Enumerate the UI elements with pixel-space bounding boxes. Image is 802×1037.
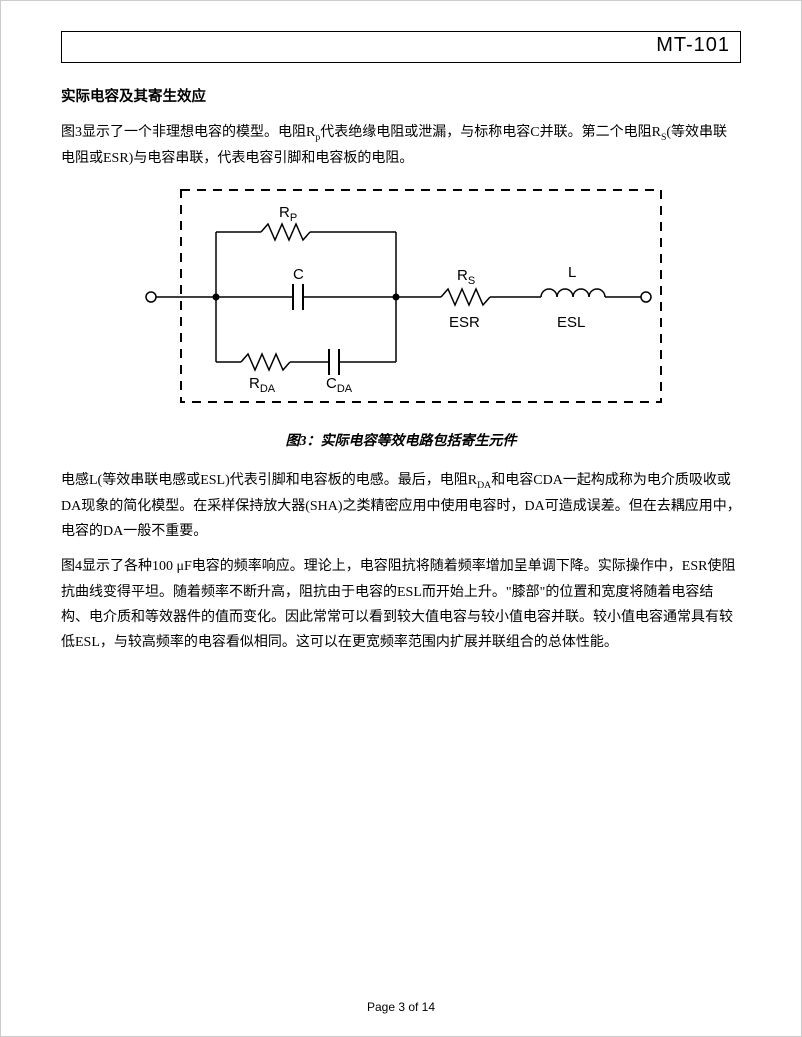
svg-text:RP: RP: [279, 204, 297, 224]
doc-code: MT-101: [656, 34, 730, 57]
section-title: 实际电容及其寄生效应: [61, 85, 741, 106]
label-rda-sub: DA: [260, 383, 276, 395]
label-rp: R: [279, 204, 290, 221]
page-number: Page 3 of 14: [1, 1000, 801, 1014]
label-rs-sub: S: [468, 275, 475, 287]
paragraph-1: 图3显示了一个非理想电容的模型。电阻Rp代表绝缘电阻或泄漏，与标称电容C并联。第…: [61, 120, 741, 172]
svg-text:RS: RS: [457, 267, 475, 287]
label-esl: ESL: [557, 314, 585, 331]
label-l: L: [568, 264, 576, 281]
label-rda: R: [249, 375, 260, 392]
p1-text-b: 代表绝缘电阻或泄漏，与标称电容C并联。第二个电阻R: [320, 125, 661, 140]
circuit-diagram-svg: RP C RS L ESR ESL RDA CDA: [121, 182, 681, 412]
label-esr: ESR: [449, 314, 480, 331]
page: MT-101 实际电容及其寄生效应 图3显示了一个非理想电容的模型。电阻Rp代表…: [0, 0, 802, 1037]
header-box: MT-101: [61, 31, 741, 63]
label-rp-sub: P: [290, 212, 297, 224]
label-cda-sub: DA: [337, 383, 353, 395]
label-cda: C: [326, 375, 337, 392]
paragraph-2: 电感L(等效串联电感或ESL)代表引脚和电容板的电感。最后，电阻RDA和电容CD…: [61, 468, 741, 545]
paragraph-3: 图4显示了各种100 μF电容的频率响应。理论上，电容阻抗将随着频率增加呈单调下…: [61, 554, 741, 655]
p2-text-a: 电感L(等效串联电感或ESL)代表引脚和电容板的电感。最后，电阻R: [61, 473, 477, 488]
sub-da: DA: [477, 479, 491, 490]
svg-text:CDA: CDA: [326, 375, 353, 395]
label-c: C: [293, 266, 304, 283]
p1-text-a: 图3显示了一个非理想电容的模型。电阻R: [61, 125, 315, 140]
figure-caption: 图3：实际电容等效电路包括寄生元件: [61, 430, 741, 450]
label-rs: R: [457, 267, 468, 284]
figure-3: RP C RS L ESR ESL RDA CDA: [61, 182, 741, 412]
svg-text:RDA: RDA: [249, 375, 276, 395]
